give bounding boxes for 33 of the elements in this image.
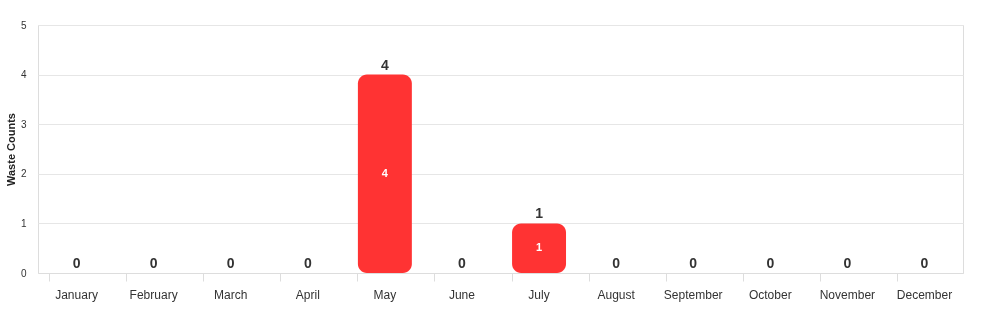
x-tick-label: May — [373, 287, 397, 302]
data-label: 0 — [226, 255, 235, 271]
y-tick-label: 2 — [20, 168, 27, 180]
data-label: 0 — [766, 255, 775, 271]
data-label: 0 — [843, 255, 852, 271]
y-tick-label: 4 — [20, 69, 27, 81]
y-tick-label: 3 — [20, 118, 27, 130]
data-label: 0 — [920, 255, 929, 271]
x-tick-label: June — [448, 287, 476, 302]
data-label: 0 — [149, 255, 158, 271]
x-tick-label: July — [528, 287, 550, 302]
data-label: 0 — [72, 255, 81, 271]
data-label: 0 — [458, 255, 467, 271]
x-tick-label: September — [663, 287, 723, 302]
x-tick-label: March — [214, 287, 248, 302]
data-label: 0 — [689, 255, 698, 271]
x-tick-label: October — [748, 287, 792, 302]
x-tick-label: November — [819, 287, 876, 302]
data-label: 0 — [303, 255, 312, 271]
x-tick-label: August — [597, 287, 636, 302]
x-tick-label: December — [896, 287, 953, 302]
annotation: 1 — [535, 241, 543, 254]
data-label: 4 — [380, 56, 389, 73]
y-tick-label: 0 — [20, 267, 27, 279]
data-label: 0 — [612, 255, 621, 271]
data-label: 1 — [535, 205, 544, 222]
y-tick-label: 5 — [20, 19, 27, 31]
x-tick-label: April — [295, 287, 320, 302]
x-tick-label: February — [129, 287, 178, 302]
annotation: 4 — [381, 166, 389, 179]
y-tick-label: 1 — [20, 217, 27, 229]
x-tick-label: January — [55, 287, 98, 302]
y-axis-title: Waste Counts — [4, 113, 17, 186]
